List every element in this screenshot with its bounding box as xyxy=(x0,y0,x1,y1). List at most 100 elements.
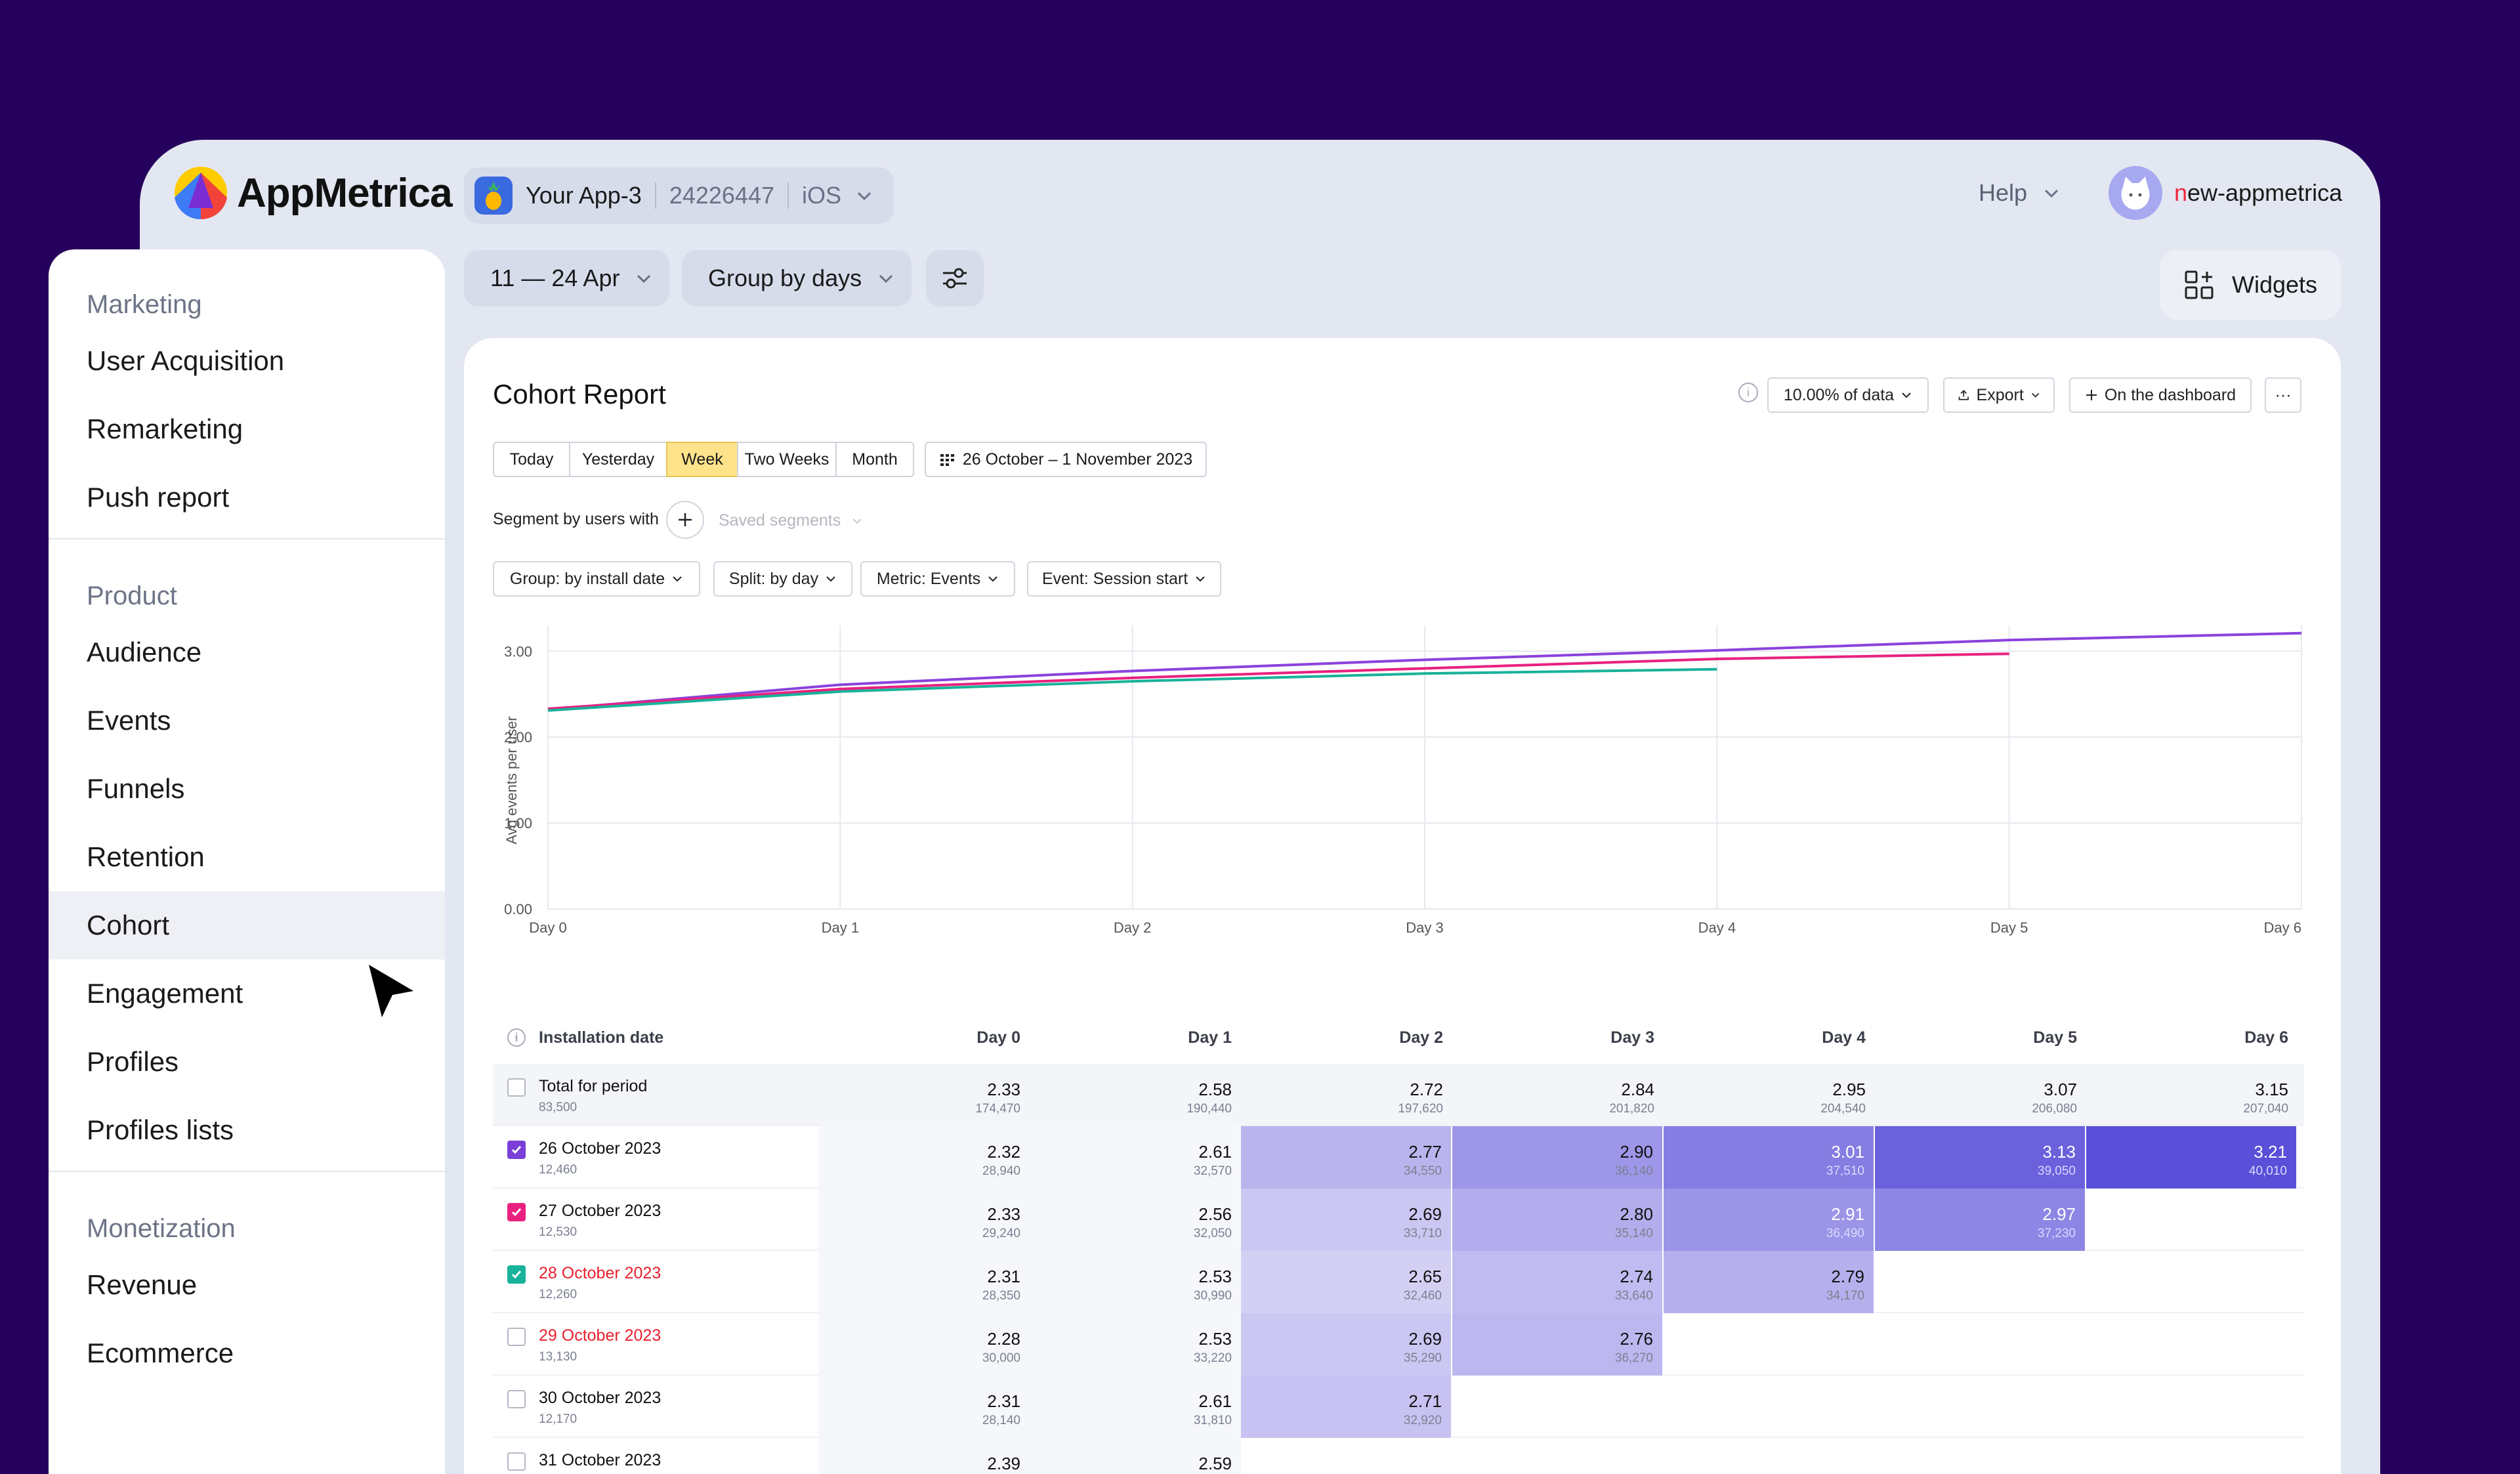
row-checkbox[interactable] xyxy=(507,1141,526,1159)
period-yesterday[interactable]: Yesterday xyxy=(569,442,667,477)
add-segment-button[interactable] xyxy=(666,501,704,539)
row-checkbox[interactable] xyxy=(507,1328,526,1346)
table-cell[interactable]: 2.84 201,820 xyxy=(1452,1064,1664,1126)
metric-filter[interactable]: Metric: Events xyxy=(860,561,1015,597)
column-header[interactable]: Day 4 xyxy=(1822,1028,1866,1047)
table-cell[interactable]: 2.77 34,550 xyxy=(1241,1126,1452,1189)
column-header[interactable]: Day 1 xyxy=(1188,1028,1232,1047)
table-cell[interactable]: 3.01 37,510 xyxy=(1664,1126,1875,1189)
column-header[interactable]: Day 3 xyxy=(1610,1028,1654,1047)
table-cell[interactable]: 2.31 28,140 xyxy=(818,1376,1030,1438)
table-cell[interactable]: 2.71 32,920 xyxy=(1241,1376,1452,1438)
column-header[interactable]: Day 2 xyxy=(1399,1028,1443,1047)
table-cell[interactable]: 2.80 35,140 xyxy=(1452,1189,1664,1251)
row-checkbox[interactable] xyxy=(507,1078,526,1097)
table-cell[interactable]: 2.91 36,490 xyxy=(1664,1189,1875,1251)
table-cell[interactable]: 2.39 xyxy=(818,1438,1030,1474)
table-cell[interactable]: 2.58 190,440 xyxy=(1030,1064,1241,1126)
table-cell[interactable]: 2.59 xyxy=(1030,1438,1241,1474)
info-icon[interactable]: i xyxy=(1738,383,1758,402)
table-cell[interactable]: 2.61 31,810 xyxy=(1030,1376,1241,1438)
table-cell[interactable]: 3.07 206,080 xyxy=(1875,1064,2086,1126)
column-header[interactable]: Day 6 xyxy=(2244,1028,2288,1047)
sidebar-item-retention[interactable]: Retention xyxy=(87,841,205,872)
table-cell[interactable]: 2.61 32,570 xyxy=(1030,1126,1241,1189)
table-cell[interactable]: 2.33 174,470 xyxy=(818,1064,1030,1126)
filter-settings-button[interactable] xyxy=(926,250,984,306)
row-label-cell: 30 October 2023 12,170 xyxy=(493,1376,818,1438)
export-button[interactable]: Export xyxy=(1943,377,2055,413)
row-checkbox[interactable] xyxy=(507,1390,526,1408)
period-two-weeks[interactable]: Two Weeks xyxy=(737,442,837,477)
table-cell[interactable]: 2.76 36,270 xyxy=(1452,1313,1664,1376)
sidebar-item-cohort[interactable]: Cohort xyxy=(49,891,445,959)
table-cell[interactable]: 2.79 34,170 xyxy=(1664,1251,1875,1313)
split-filter[interactable]: Split: by day xyxy=(713,561,852,597)
column-header[interactable]: Day 0 xyxy=(976,1028,1020,1047)
table-cell[interactable]: 3.13 39,050 xyxy=(1875,1126,2086,1189)
sidebar-item-ecommerce[interactable]: Ecommerce xyxy=(87,1337,234,1368)
table-cell[interactable]: 2.69 33,710 xyxy=(1241,1189,1452,1251)
more-options-button[interactable]: ··· xyxy=(2265,377,2301,413)
sidebar-item-revenue[interactable]: Revenue xyxy=(87,1269,198,1300)
row-checkbox[interactable] xyxy=(507,1203,526,1221)
cell-count: 32,050 xyxy=(1193,1227,1232,1240)
sidebar-item-audience[interactable]: Audience xyxy=(87,637,202,667)
table-cell[interactable]: 2.28 30,000 xyxy=(818,1313,1030,1376)
sidebar-item-profiles[interactable]: Profiles xyxy=(87,1046,179,1077)
cell-count: 33,220 xyxy=(1193,1351,1232,1365)
add-to-dashboard-button[interactable]: On the dashboard xyxy=(2069,377,2252,413)
sidebar-item-push-report[interactable]: Push report xyxy=(87,482,230,513)
chevron-down-icon xyxy=(637,274,651,284)
help-menu[interactable]: Help xyxy=(1979,179,2061,207)
sidebar-item-engagement[interactable]: Engagement xyxy=(87,978,243,1009)
cell-value: 2.72 xyxy=(1410,1080,1443,1099)
row-checkbox[interactable] xyxy=(507,1265,526,1284)
cell-value: 2.71 xyxy=(1408,1391,1442,1411)
sidebar-item-events[interactable]: Events xyxy=(87,705,171,736)
row-users-count: 13,130 xyxy=(539,1350,578,1364)
table-cell[interactable]: 2.90 36,140 xyxy=(1452,1126,1664,1189)
sidebar-item-profiles-lists[interactable]: Profiles lists xyxy=(87,1114,234,1145)
logo[interactable]: AppMetrica xyxy=(174,166,453,220)
sidebar-item-funnels[interactable]: Funnels xyxy=(87,773,185,804)
table-cell[interactable]: 2.69 35,290 xyxy=(1241,1313,1452,1376)
table-cell[interactable]: 2.32 28,940 xyxy=(818,1126,1030,1189)
column-header-installation-date[interactable]: Installation date xyxy=(539,1028,664,1047)
table-cell[interactable]: 2.53 33,220 xyxy=(1030,1313,1241,1376)
widgets-button[interactable]: Widgets xyxy=(2160,250,2341,320)
table-cell[interactable]: 2.53 30,990 xyxy=(1030,1251,1241,1313)
custom-date-range[interactable]: 26 October – 1 November 2023 xyxy=(925,442,1207,477)
user-menu[interactable]: new-appmetrica xyxy=(2109,166,2342,220)
table-cell[interactable]: 2.74 33,640 xyxy=(1452,1251,1664,1313)
chevron-down-icon xyxy=(1196,576,1205,582)
sidebar-item-user-acquisition[interactable]: User Acquisition xyxy=(87,345,285,376)
cell-count: 35,140 xyxy=(1614,1227,1653,1240)
table-cell[interactable]: 3.21 40,010 xyxy=(2086,1126,2298,1189)
saved-segments-dropdown[interactable]: Saved segments xyxy=(719,511,863,530)
period-today[interactable]: Today xyxy=(493,442,570,477)
group-filter[interactable]: Group: by install date xyxy=(493,561,700,597)
date-range-selector[interactable]: 11 — 24 Apr xyxy=(464,250,670,306)
table-cell[interactable]: 2.33 29,240 xyxy=(818,1189,1030,1251)
cell-value: 2.91 xyxy=(1831,1204,1864,1224)
info-icon[interactable]: i xyxy=(507,1028,526,1047)
app-selector[interactable]: Your App-3 24226447 iOS xyxy=(464,167,894,224)
row-checkbox[interactable] xyxy=(507,1452,526,1471)
column-header[interactable]: Day 5 xyxy=(2033,1028,2077,1047)
table-cell[interactable]: 2.95 204,540 xyxy=(1664,1064,1875,1126)
event-filter[interactable]: Event: Session start xyxy=(1027,561,1221,597)
table-cell[interactable]: 2.72 197,620 xyxy=(1241,1064,1452,1126)
table-cell[interactable]: 2.56 32,050 xyxy=(1030,1189,1241,1251)
sidebar-item-remarketing[interactable]: Remarketing xyxy=(87,413,243,444)
period-week[interactable]: Week xyxy=(666,442,738,477)
table-cell[interactable]: 2.31 28,350 xyxy=(818,1251,1030,1313)
period-month[interactable]: Month xyxy=(835,442,914,477)
y-tick-label: 0.00 xyxy=(504,901,532,917)
table-cell[interactable]: 2.65 32,460 xyxy=(1241,1251,1452,1313)
cell-value: 2.74 xyxy=(1620,1267,1653,1286)
sampling-dropdown[interactable]: 10.00% of data xyxy=(1767,377,1929,413)
table-cell[interactable]: 2.97 37,230 xyxy=(1875,1189,2086,1251)
group-by-selector[interactable]: Group by days xyxy=(682,250,912,306)
table-cell[interactable]: 3.15 207,040 xyxy=(2086,1064,2298,1126)
